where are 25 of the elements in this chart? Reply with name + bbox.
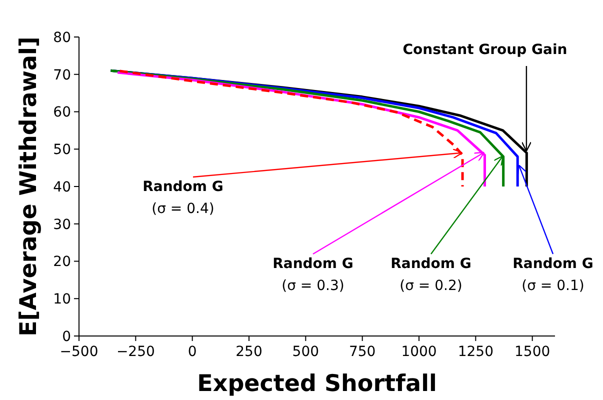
y-tick-label: 30 (53, 216, 71, 233)
y-tick-label: 70 (53, 67, 71, 84)
x-axis-title: Expected Shortfall (197, 371, 437, 397)
x-tick-label: 1500 (514, 344, 550, 360)
y-axis-title: E[Average Withdrawal] (16, 36, 42, 336)
annotation: Random G (σ = 0.2) (390, 256, 472, 294)
y-tick-label: 50 (53, 142, 71, 158)
x-tick-label: 0 (188, 344, 197, 360)
x-tick-label: 250 (236, 344, 262, 360)
x-tick-label: 750 (348, 344, 376, 360)
y-tick-label: 20 (53, 254, 71, 270)
y-tick-label: 10 (53, 292, 71, 308)
x-tick-label: −500 (60, 344, 98, 360)
y-tick-label: 60 (53, 104, 71, 121)
y-tick-label: 0 (62, 328, 71, 345)
y-tick-label: 80 (53, 30, 71, 46)
x-tick-label: 1000 (401, 344, 437, 360)
x-tick-label: 1250 (458, 344, 494, 360)
annotation: Random G (σ = 0.4) (142, 179, 224, 217)
annotation: Random G (σ = 0.3) (272, 256, 354, 294)
x-tick-label: −250 (116, 344, 155, 360)
y-tick-label: 40 (53, 179, 71, 196)
annotation: Random G (σ = 0.1) (512, 256, 594, 294)
x-tick-label: 500 (292, 344, 320, 360)
annotation: Constant Group Gain (402, 42, 568, 58)
